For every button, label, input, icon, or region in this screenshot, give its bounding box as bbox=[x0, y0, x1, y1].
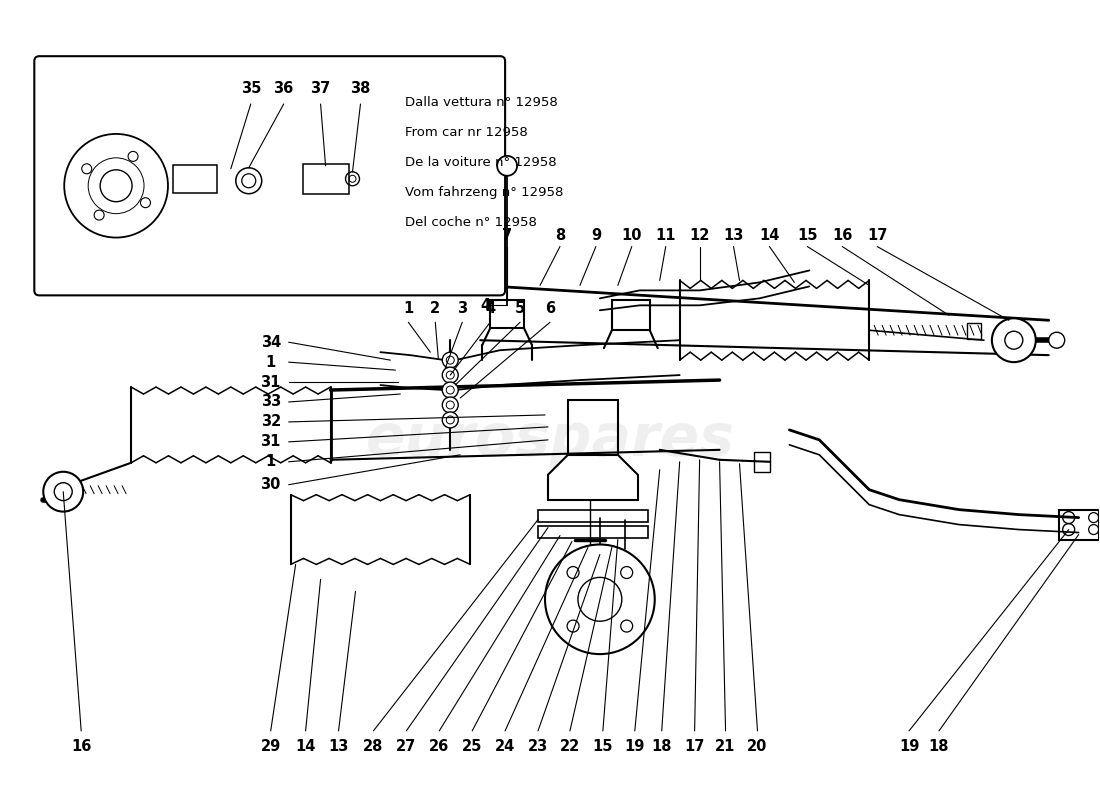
Circle shape bbox=[442, 367, 459, 383]
Text: 26: 26 bbox=[429, 739, 450, 754]
Bar bbox=[173, 165, 217, 193]
Text: 24: 24 bbox=[495, 739, 515, 754]
Text: 14: 14 bbox=[759, 227, 780, 242]
Text: 28: 28 bbox=[363, 739, 384, 754]
Text: 19: 19 bbox=[625, 739, 645, 754]
Text: 18: 18 bbox=[651, 739, 672, 754]
Text: 29: 29 bbox=[261, 739, 280, 754]
Text: 18: 18 bbox=[928, 739, 949, 754]
Text: Vom fahrzeng n° 12958: Vom fahrzeng n° 12958 bbox=[406, 186, 563, 198]
Text: 13: 13 bbox=[328, 739, 349, 754]
Text: 6: 6 bbox=[544, 302, 556, 316]
Text: 16: 16 bbox=[72, 739, 91, 754]
Text: 1: 1 bbox=[404, 302, 414, 316]
Bar bbox=[967, 323, 981, 339]
Text: 22: 22 bbox=[560, 739, 580, 754]
Circle shape bbox=[442, 382, 459, 398]
Circle shape bbox=[992, 318, 1036, 362]
Text: 20: 20 bbox=[747, 739, 768, 754]
Text: Dalla vettura n° 12958: Dalla vettura n° 12958 bbox=[406, 96, 558, 109]
Circle shape bbox=[442, 397, 459, 413]
Text: 9: 9 bbox=[591, 227, 601, 242]
Text: 35: 35 bbox=[241, 81, 261, 96]
Text: De la voiture n° 12958: De la voiture n° 12958 bbox=[406, 156, 557, 169]
Text: 27: 27 bbox=[396, 739, 417, 754]
Text: 31: 31 bbox=[261, 434, 280, 450]
Text: Del coche n° 12958: Del coche n° 12958 bbox=[406, 216, 537, 229]
Text: 30: 30 bbox=[261, 478, 280, 492]
Text: 10: 10 bbox=[621, 227, 642, 242]
Text: 2: 2 bbox=[430, 302, 440, 316]
Text: 1: 1 bbox=[265, 454, 276, 470]
Text: 12: 12 bbox=[690, 227, 710, 242]
Bar bbox=[612, 300, 650, 330]
Text: 34: 34 bbox=[261, 334, 280, 350]
Bar bbox=[755, 452, 770, 472]
Text: 5: 5 bbox=[515, 302, 525, 316]
Text: 14: 14 bbox=[296, 739, 316, 754]
Text: 38: 38 bbox=[350, 81, 371, 96]
Circle shape bbox=[442, 412, 459, 428]
Text: eurospares: eurospares bbox=[365, 411, 735, 468]
Text: 17: 17 bbox=[684, 739, 705, 754]
Text: 37: 37 bbox=[310, 81, 331, 96]
Bar bbox=[568, 400, 618, 455]
Bar bbox=[1058, 510, 1099, 539]
Text: 4: 4 bbox=[485, 302, 495, 316]
Bar bbox=[491, 300, 524, 328]
Bar bbox=[538, 526, 648, 538]
Text: 15: 15 bbox=[798, 227, 817, 242]
Text: 8: 8 bbox=[554, 227, 565, 242]
Text: 19: 19 bbox=[899, 739, 920, 754]
Text: From car nr 12958: From car nr 12958 bbox=[406, 126, 528, 139]
Bar bbox=[302, 164, 349, 194]
Text: 33: 33 bbox=[261, 394, 280, 410]
Circle shape bbox=[1048, 332, 1065, 348]
Text: 17: 17 bbox=[867, 227, 888, 242]
Text: 13: 13 bbox=[724, 227, 744, 242]
Text: 32: 32 bbox=[261, 414, 280, 430]
Text: 11: 11 bbox=[656, 227, 676, 242]
Text: 15: 15 bbox=[593, 739, 613, 754]
Text: 7: 7 bbox=[502, 227, 513, 242]
Text: 36: 36 bbox=[274, 81, 294, 96]
Circle shape bbox=[497, 156, 517, 176]
FancyBboxPatch shape bbox=[34, 56, 505, 295]
Text: 1: 1 bbox=[265, 354, 276, 370]
Text: 4: 4 bbox=[480, 298, 491, 313]
Text: 16: 16 bbox=[832, 227, 852, 242]
Text: 21: 21 bbox=[715, 739, 736, 754]
Text: 31: 31 bbox=[261, 374, 280, 390]
Text: 3: 3 bbox=[458, 302, 468, 316]
Text: 25: 25 bbox=[462, 739, 483, 754]
Circle shape bbox=[43, 472, 84, 512]
Circle shape bbox=[442, 352, 459, 368]
Bar bbox=[538, 510, 648, 522]
Text: 23: 23 bbox=[528, 739, 548, 754]
